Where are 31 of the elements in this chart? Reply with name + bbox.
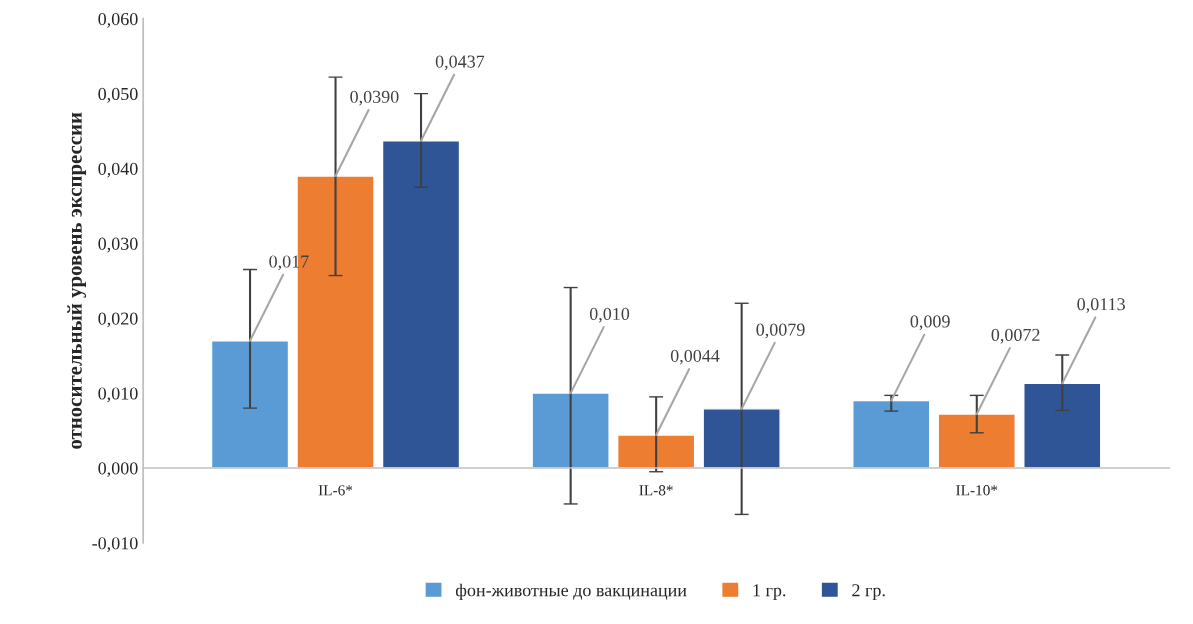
data-label: 0,0390 bbox=[350, 90, 399, 106]
legend-label: 2 гр. bbox=[852, 584, 885, 601]
bar bbox=[531, 392, 610, 469]
data-label: 0,0072 bbox=[991, 328, 1040, 344]
bar bbox=[702, 408, 781, 469]
y-tick-label: -0,010 bbox=[92, 537, 138, 552]
bar bbox=[852, 399, 931, 469]
x-tick-label: IL-6* bbox=[318, 485, 353, 496]
x-tick-label: IL-8* bbox=[639, 485, 673, 496]
data-label: 0,009 bbox=[910, 315, 950, 331]
bar bbox=[616, 434, 696, 469]
legend-label: 1 гр. bbox=[753, 584, 786, 601]
y-tick-label: 0,050 bbox=[98, 87, 138, 103]
y-tick-label: 0,000 bbox=[98, 462, 138, 478]
bar bbox=[381, 140, 461, 469]
y-tick-label: 0,040 bbox=[98, 162, 138, 178]
y-tick-label: 0,010 bbox=[98, 387, 138, 403]
bar bbox=[210, 340, 290, 469]
data-label: 0,0044 bbox=[670, 349, 720, 365]
data-label: 0,010 bbox=[589, 307, 630, 323]
y-tick-label: 0,060 bbox=[98, 12, 138, 28]
data-label: 0,0079 bbox=[756, 323, 805, 339]
data-label: 0,0437 bbox=[435, 55, 485, 71]
y-tick-label: 0,020 bbox=[98, 312, 138, 328]
legend-label: фон-животные до вакцинации bbox=[455, 583, 687, 601]
data-label: 0,0113 bbox=[1077, 298, 1125, 313]
x-tick-label: IL-10* bbox=[956, 485, 998, 496]
y-tick-label: 0,030 bbox=[98, 237, 138, 253]
y-axis-title: относительный уровень экспрессии bbox=[67, 112, 87, 449]
bar bbox=[1023, 382, 1102, 469]
bar bbox=[937, 413, 1016, 469]
